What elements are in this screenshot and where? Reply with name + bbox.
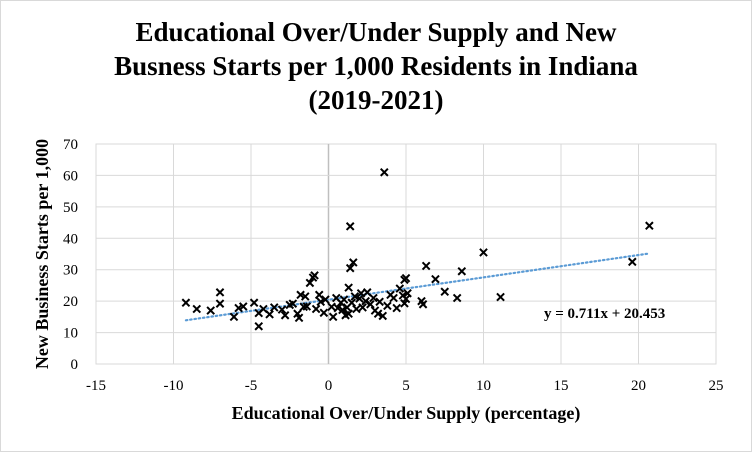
data-point: [311, 304, 321, 314]
data-point: [418, 299, 428, 309]
y-tick-label: 50: [63, 200, 78, 216]
data-point: [288, 299, 298, 308]
data-point: [361, 296, 371, 306]
chart-title-line-3: (2019-2021): [308, 85, 444, 115]
data-point: [347, 298, 357, 308]
data-point: [229, 312, 239, 322]
data-point: [254, 321, 264, 331]
x-tick-label: 0: [325, 378, 333, 394]
data-point: [302, 302, 312, 311]
data-point: [431, 274, 440, 284]
y-tick-label: 20: [63, 294, 78, 310]
data-point: [344, 309, 353, 319]
data-point: [265, 310, 274, 319]
data-point: [352, 304, 361, 314]
data-point: [296, 290, 305, 300]
data-point: [358, 303, 367, 312]
data-point: [345, 263, 355, 273]
tick-labels: -15 -10 -5 0 5 10 15 20 25 0 10 20 30 40 50 60 70: [63, 137, 724, 394]
data-point: [379, 167, 389, 177]
data-point: [344, 283, 353, 292]
data-point: [280, 310, 290, 320]
data-point: [305, 278, 315, 288]
y-tick-label: 70: [63, 137, 78, 153]
data-point: [300, 292, 310, 301]
data-point: [366, 299, 375, 309]
data-point: [375, 297, 384, 307]
data-point: [269, 303, 279, 312]
data-point: [378, 311, 388, 321]
data-point: [401, 294, 411, 304]
data-point: [457, 266, 467, 276]
data-point: [238, 302, 248, 311]
y-tick-label: 60: [63, 168, 78, 184]
data-point: [369, 293, 378, 303]
data-point: [392, 303, 402, 313]
y-tick-label: 40: [63, 231, 78, 247]
data-point: [181, 298, 191, 308]
data-point: [321, 295, 330, 304]
x-tick-label: -5: [245, 378, 258, 394]
data-point: [403, 288, 412, 298]
data-point: [327, 302, 336, 312]
data-point: [234, 303, 243, 313]
data-points: [181, 167, 654, 331]
chart-title: Educational Over/Under Supply and New Bu…: [1, 15, 751, 117]
data-point: [316, 297, 326, 307]
data-point: [328, 312, 338, 322]
x-tick-label: 20: [631, 378, 646, 394]
trendline-equation: y = 0.711x + 20.453: [544, 306, 665, 322]
y-tick-label: 10: [63, 326, 78, 342]
y-axis-label: New Business Starts per 1,000: [32, 139, 52, 369]
x-tick-label: -10: [164, 378, 184, 394]
data-point: [421, 261, 431, 271]
x-tick-label: -15: [86, 378, 106, 394]
data-point: [373, 309, 383, 319]
data-point: [314, 290, 324, 300]
data-point: [294, 313, 304, 323]
data-point: [206, 306, 216, 315]
data-point: [310, 271, 319, 280]
data-point: [192, 304, 202, 314]
data-point: [452, 293, 462, 303]
data-point: [345, 222, 355, 231]
data-point: [383, 301, 392, 311]
data-point: [333, 303, 343, 313]
x-tick-label: 10: [476, 378, 491, 394]
data-point: [496, 292, 505, 302]
y-tick-label: 0: [71, 357, 79, 373]
chart-title-line-1: Educational Over/Under Supply and New: [135, 17, 617, 47]
data-point: [645, 221, 654, 231]
data-point: [215, 288, 225, 297]
x-tick-label: 25: [709, 378, 724, 394]
x-tick-label: 5: [402, 378, 410, 394]
data-point: [440, 287, 450, 297]
data-point: [215, 299, 225, 308]
x-tick-label: 15: [554, 378, 569, 394]
data-point: [348, 258, 358, 267]
data-point: [277, 305, 287, 314]
y-tick-label: 30: [63, 263, 78, 279]
data-point: [249, 298, 259, 308]
data-point: [350, 292, 360, 301]
data-point: [395, 284, 405, 293]
data-point: [339, 295, 349, 304]
x-axis-label: Educational Over/Under Supply (percentag…: [232, 403, 581, 424]
data-point: [338, 305, 347, 315]
data-point: [319, 308, 329, 318]
data-point: [389, 293, 398, 303]
data-point: [401, 273, 411, 283]
data-point: [479, 248, 488, 257]
chart-title-line-2: Busness Starts per 1,000 Residents in In…: [114, 51, 638, 81]
data-point: [627, 257, 637, 267]
